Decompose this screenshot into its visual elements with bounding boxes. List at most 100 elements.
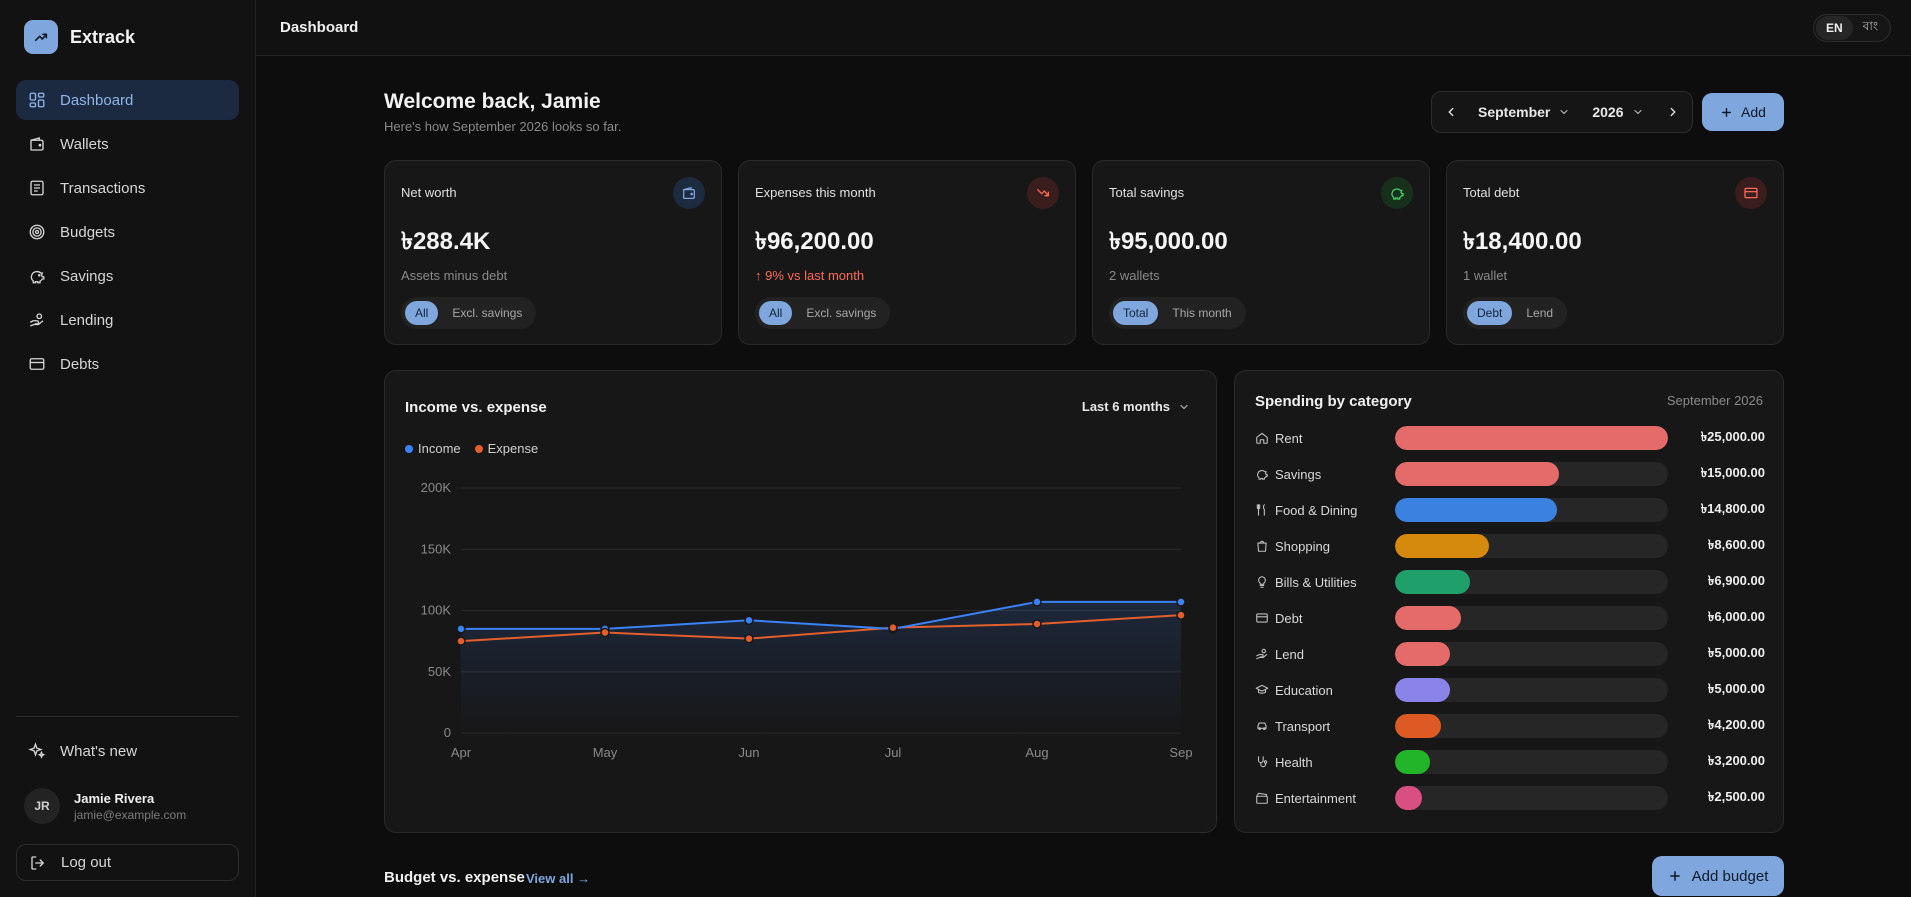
card-segment-control: Debt Lend bbox=[1463, 297, 1567, 329]
data-point-expense bbox=[1033, 620, 1041, 628]
chevron-right-icon bbox=[1666, 105, 1680, 119]
category-row[interactable]: Savings ৳15,000.00 bbox=[1255, 462, 1765, 486]
category-amount: ৳15,000.00 bbox=[1701, 464, 1765, 485]
grid-icon bbox=[28, 91, 46, 109]
stethoscope-icon bbox=[1255, 755, 1275, 769]
prev-month-button[interactable] bbox=[1432, 105, 1470, 119]
category-bar bbox=[1395, 534, 1489, 558]
segment-option[interactable]: Excl. savings bbox=[442, 301, 532, 325]
sidebar-item-wallets[interactable]: Wallets bbox=[16, 124, 239, 164]
category-row[interactable]: Shopping ৳8,600.00 bbox=[1255, 534, 1765, 558]
segment-option[interactable]: Total bbox=[1113, 301, 1158, 325]
legend-item-income[interactable]: Income bbox=[405, 441, 461, 456]
whats-new-label: What's new bbox=[60, 743, 137, 760]
brand[interactable]: Extrack bbox=[24, 20, 135, 54]
chevron-down-icon bbox=[1558, 106, 1570, 118]
lang-bn-option[interactable]: বাং bbox=[1853, 13, 1888, 43]
budget-section-title: Budget vs. expense bbox=[384, 869, 525, 886]
category-row[interactable]: Health ৳3,200.00 bbox=[1255, 750, 1765, 774]
next-month-button[interactable] bbox=[1654, 105, 1692, 119]
user-name: Jamie Rivera bbox=[74, 791, 186, 806]
chart-legend: Income Expense bbox=[405, 441, 538, 456]
income-expense-chart: 0 50K 100K 150K 200K Apr May Jun Jul Aug Sep Incom… bbox=[384, 370, 1217, 833]
card-segment-control: All Excl. savings bbox=[755, 297, 890, 329]
sidebar: Extrack Dashboard Wallets Transactions B… bbox=[0, 0, 256, 897]
category-bar-track bbox=[1395, 498, 1668, 522]
add-budget-label: Add budget bbox=[1692, 868, 1769, 885]
clapperboard-icon bbox=[1255, 791, 1275, 805]
trending-up-icon bbox=[24, 20, 58, 54]
sidebar-item-transactions[interactable]: Transactions bbox=[16, 168, 239, 208]
sidebar-item-debts[interactable]: Debts bbox=[16, 344, 239, 384]
segment-option[interactable]: Debt bbox=[1467, 301, 1512, 325]
credit-card-icon bbox=[28, 355, 46, 373]
category-bar-track bbox=[1395, 534, 1668, 558]
hand-coins-icon bbox=[28, 311, 46, 329]
category-row[interactable]: Rent ৳25,000.00 bbox=[1255, 426, 1765, 450]
user-profile[interactable]: JR Jamie Rivera jamie@example.com bbox=[24, 788, 186, 824]
chevron-left-icon bbox=[1444, 105, 1458, 119]
category-row[interactable]: Education ৳5,000.00 bbox=[1255, 678, 1765, 702]
range-select[interactable]: Last 6 months bbox=[1082, 399, 1190, 414]
category-name: Rent bbox=[1275, 431, 1395, 446]
sidebar-item-label: Budgets bbox=[60, 224, 115, 241]
plus-icon bbox=[1668, 869, 1682, 883]
category-amount: ৳25,000.00 bbox=[1701, 428, 1765, 449]
segment-option[interactable]: All bbox=[759, 301, 792, 325]
logout-label: Log out bbox=[61, 854, 111, 871]
x-tick-label: Apr bbox=[451, 745, 472, 760]
car-icon bbox=[1255, 719, 1275, 733]
category-row[interactable]: Transport ৳4,200.00 bbox=[1255, 714, 1765, 738]
card-subtext: 1 wallet bbox=[1463, 268, 1507, 283]
sidebar-nav: Dashboard Wallets Transactions Budgets S… bbox=[16, 80, 239, 388]
sidebar-item-dashboard[interactable]: Dashboard bbox=[16, 80, 239, 120]
category-amount: ৳3,200.00 bbox=[1708, 752, 1765, 773]
logout-button[interactable]: Log out bbox=[16, 844, 239, 881]
segment-option[interactable]: Excl. savings bbox=[796, 301, 886, 325]
legend-item-expense[interactable]: Expense bbox=[475, 441, 539, 456]
category-amount: ৳14,800.00 bbox=[1701, 500, 1765, 521]
category-bar bbox=[1395, 498, 1557, 522]
net-worth-card: Net worth ৳288.4K Assets minus debt All … bbox=[384, 160, 722, 345]
card-title: Net worth bbox=[401, 185, 457, 200]
category-row[interactable]: Debt ৳6,000.00 bbox=[1255, 606, 1765, 630]
category-row[interactable]: Entertainment ৳2,500.00 bbox=[1255, 786, 1765, 810]
add-button[interactable]: Add bbox=[1702, 93, 1784, 131]
category-row[interactable]: Lend ৳5,000.00 bbox=[1255, 642, 1765, 666]
chevron-down-icon bbox=[1178, 401, 1190, 413]
add-budget-button[interactable]: Add budget bbox=[1652, 856, 1784, 896]
card-title: Total debt bbox=[1463, 185, 1519, 200]
plus-icon bbox=[1720, 106, 1733, 119]
data-point-expense bbox=[601, 629, 609, 637]
segment-option[interactable]: This month bbox=[1162, 301, 1241, 325]
month-select[interactable]: September bbox=[1478, 104, 1570, 120]
category-bar bbox=[1395, 606, 1461, 630]
category-name: Health bbox=[1275, 755, 1395, 770]
sidebar-item-savings[interactable]: Savings bbox=[16, 256, 239, 296]
year-value: 2026 bbox=[1592, 104, 1623, 120]
y-tick-label: 0 bbox=[444, 725, 451, 740]
category-name: Food & Dining bbox=[1275, 503, 1395, 518]
sidebar-item-budgets[interactable]: Budgets bbox=[16, 212, 239, 252]
whats-new-link[interactable]: What's new bbox=[28, 742, 137, 760]
sidebar-item-lending[interactable]: Lending bbox=[16, 300, 239, 340]
category-bar-track bbox=[1395, 678, 1668, 702]
piggy-bank-icon bbox=[28, 267, 46, 285]
year-select[interactable]: 2026 bbox=[1592, 104, 1643, 120]
category-row[interactable]: Food & Dining ৳14,800.00 bbox=[1255, 498, 1765, 522]
y-tick-label: 150K bbox=[421, 541, 452, 556]
brand-name: Extrack bbox=[70, 27, 135, 48]
category-name: Transport bbox=[1275, 719, 1395, 734]
lang-en-option[interactable]: EN bbox=[1816, 16, 1853, 40]
category-amount: ৳6,900.00 bbox=[1708, 572, 1765, 593]
segment-option[interactable]: Lend bbox=[1516, 301, 1563, 325]
y-tick-label: 200K bbox=[421, 480, 452, 495]
category-amount: ৳4,200.00 bbox=[1708, 716, 1765, 737]
segment-option[interactable]: All bbox=[405, 301, 438, 325]
data-point-income bbox=[1177, 598, 1185, 606]
view-all-link[interactable]: View all → bbox=[526, 871, 590, 886]
category-row[interactable]: Bills & Utilities ৳6,900.00 bbox=[1255, 570, 1765, 594]
data-point-expense bbox=[889, 624, 897, 632]
credit-card-icon bbox=[1255, 611, 1275, 625]
category-bar-track bbox=[1395, 714, 1668, 738]
